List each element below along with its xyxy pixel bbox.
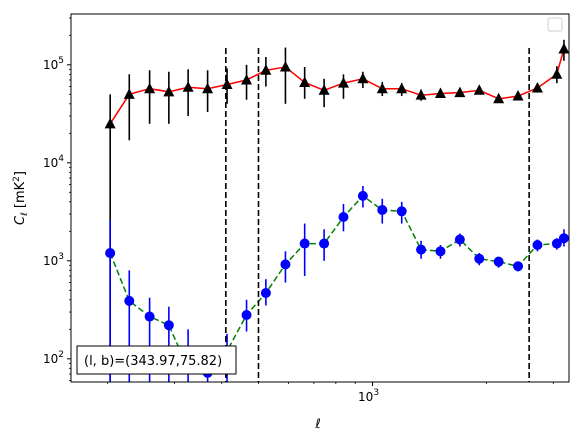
y-axis-label-main: C xyxy=(13,215,28,225)
series-1-point-17 xyxy=(435,246,446,257)
series-0-point-22 xyxy=(531,81,543,93)
vline-layer xyxy=(225,48,530,382)
series-0 xyxy=(104,39,569,381)
series-0-point-1 xyxy=(123,88,135,99)
y-axis-label-sub: ℓ xyxy=(20,212,30,217)
series-0-point-14 xyxy=(376,82,388,94)
series-0-point-19 xyxy=(473,84,485,95)
series-1-point-9 xyxy=(280,259,291,270)
series-1-point-22 xyxy=(532,240,543,251)
series-1-point-23 xyxy=(551,238,562,249)
series-0-point-20 xyxy=(493,92,505,104)
annotation-box: (l, b)=(343.97,75.82) xyxy=(76,345,237,375)
series-0-point-18 xyxy=(454,86,466,98)
series-0-point-10 xyxy=(299,76,311,87)
series-0-point-7 xyxy=(241,73,253,85)
series-1-point-18 xyxy=(454,234,465,245)
series-1-point-11 xyxy=(319,238,330,249)
series-0-point-21 xyxy=(512,90,524,101)
series-1-point-7 xyxy=(241,309,252,320)
series-0-point-13 xyxy=(357,72,369,84)
y-axis-label-unit-sup: 2 xyxy=(12,176,22,182)
y-axis-label-unit-close: ] xyxy=(13,171,28,176)
series-0-point-8 xyxy=(260,64,272,75)
series-0-point-9 xyxy=(279,60,291,72)
y-tick-label-1: 103 xyxy=(43,252,64,268)
plot-frame xyxy=(70,13,570,383)
y-axis-label-unit: [mK xyxy=(13,181,28,208)
svg-text:Cℓ [mK2]: Cℓ [mK2] xyxy=(12,171,30,225)
series-1-point-14 xyxy=(377,205,388,216)
series-0-point-24 xyxy=(558,43,569,54)
series-1-point-0 xyxy=(105,248,116,259)
series-1-point-16 xyxy=(416,244,427,255)
series-1-point-8 xyxy=(260,287,271,298)
series-1-point-2 xyxy=(144,311,155,322)
series-0-point-4 xyxy=(182,81,194,92)
series-0-point-11 xyxy=(318,84,330,95)
y-axis-label: Cℓ [mK2] xyxy=(12,171,30,225)
legend-box xyxy=(547,17,563,32)
series-0-point-23 xyxy=(551,68,563,79)
series-1-point-1 xyxy=(124,295,135,306)
series-0-point-5 xyxy=(202,82,214,94)
series-1-point-13 xyxy=(357,190,368,201)
series-0-point-12 xyxy=(337,77,349,88)
series-1-point-20 xyxy=(493,256,504,267)
annotation-text: (l, b)=(343.97,75.82) xyxy=(84,354,222,369)
series-0-point-17 xyxy=(434,87,446,98)
series-1-point-10 xyxy=(299,238,310,249)
y-tick-label-0: 102 xyxy=(43,350,64,366)
series-0-point-0 xyxy=(104,117,116,129)
series-0-point-16 xyxy=(415,89,427,100)
x-axis-label: ℓ xyxy=(314,417,320,432)
series-0-point-3 xyxy=(163,85,175,97)
y-tick-label-2: 104 xyxy=(43,154,64,170)
series-1-point-15 xyxy=(396,206,407,217)
series-1-point-24 xyxy=(558,233,569,244)
series-0-point-6 xyxy=(221,78,233,89)
tick-layer: 102 103 104 105 103 xyxy=(43,17,554,404)
y-tick-label-3: 105 xyxy=(43,56,64,72)
series-1-point-21 xyxy=(513,261,524,272)
x-tick-label-0: 103 xyxy=(358,388,379,404)
series-0-point-15 xyxy=(396,82,408,94)
series-1-point-12 xyxy=(338,211,349,222)
series-1-point-3 xyxy=(163,320,174,331)
series-1-point-19 xyxy=(474,253,485,264)
series-0-point-2 xyxy=(144,82,156,94)
